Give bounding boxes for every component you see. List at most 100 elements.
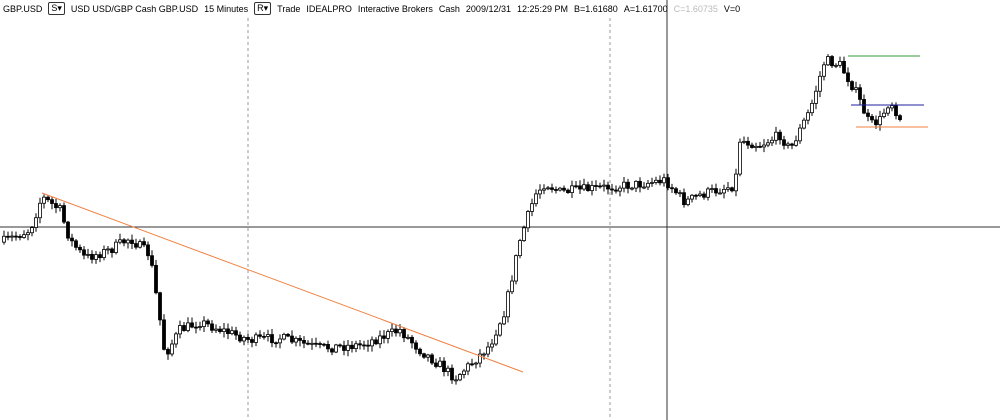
candle-body — [766, 142, 770, 146]
asset: Cash — [438, 3, 460, 14]
candle-body — [226, 328, 230, 334]
candle-body — [178, 325, 182, 335]
candle-body — [34, 217, 38, 228]
candle-body — [746, 140, 750, 146]
candle-body — [562, 187, 566, 191]
candle-body — [574, 185, 578, 188]
candle-body — [290, 335, 294, 343]
candle-body — [390, 328, 394, 332]
candle-body — [730, 187, 734, 192]
candle-body — [382, 335, 386, 339]
candle-body — [710, 188, 714, 190]
exchange: IDEALPRO — [306, 3, 352, 14]
candle-body — [22, 234, 26, 238]
candle-body — [394, 328, 398, 334]
candle-body — [206, 320, 210, 325]
candle-body — [334, 344, 338, 353]
candle-body — [214, 328, 218, 331]
candle-body — [762, 144, 766, 148]
interval[interactable]: 15 Minutes — [204, 3, 249, 14]
candle-body — [310, 342, 314, 345]
candle-body — [482, 353, 486, 356]
candle-body — [282, 333, 286, 340]
candle-body — [174, 333, 178, 345]
candle-body — [338, 344, 342, 347]
candle-body — [158, 292, 162, 321]
candle-body — [506, 291, 510, 318]
candle-body — [742, 140, 746, 143]
candle-body — [142, 241, 146, 246]
candle-body — [62, 205, 66, 223]
candle-body — [754, 145, 758, 148]
candle-body — [646, 182, 650, 188]
candle-body — [490, 343, 494, 348]
candle-body — [218, 328, 222, 332]
candle-body — [70, 237, 74, 242]
candle-body — [470, 363, 474, 366]
candle-body — [714, 188, 718, 194]
candle-body — [406, 336, 410, 339]
candle-body — [718, 192, 722, 195]
candle-body — [614, 189, 618, 192]
candle-body — [258, 334, 262, 337]
candle-body — [478, 353, 482, 364]
candle-body — [602, 184, 606, 187]
candle-body — [94, 254, 98, 260]
candle-body — [182, 325, 186, 331]
candle-body — [862, 99, 866, 114]
candle-body — [434, 362, 438, 367]
candle-body — [618, 187, 622, 192]
candle-body — [882, 112, 886, 117]
candle-body — [202, 320, 206, 327]
candle-body — [778, 131, 782, 141]
candle-body — [326, 344, 330, 350]
candle-body — [870, 116, 874, 121]
symbol[interactable]: GBP.USD — [3, 3, 43, 14]
candle-body — [530, 203, 534, 212]
candle-body — [350, 344, 354, 350]
candle-body — [586, 184, 590, 192]
ask: A=1.61700 — [623, 3, 668, 14]
r-button[interactable]: R▾ — [254, 2, 272, 15]
candle-body — [294, 337, 298, 343]
candle-body — [66, 221, 70, 239]
candle-body — [286, 333, 290, 337]
candle-body — [266, 334, 270, 337]
candles — [2, 54, 902, 385]
candle-body — [750, 144, 754, 148]
candle-body — [122, 239, 126, 244]
candle-body — [106, 248, 110, 251]
candle-body — [222, 328, 226, 332]
candle-body — [822, 64, 826, 77]
candle-body — [418, 348, 422, 355]
candle-body — [86, 253, 90, 256]
candle-body — [230, 330, 234, 334]
candle-body — [2, 235, 6, 243]
candle-body — [302, 340, 306, 344]
candle-body — [450, 367, 454, 381]
candle-body — [78, 246, 82, 251]
candle-body — [626, 181, 630, 189]
time: 12:25:29 PM — [516, 3, 569, 14]
candle-body — [810, 102, 814, 114]
candle-body — [306, 342, 310, 345]
candle-body — [598, 185, 602, 188]
candle-body — [74, 240, 78, 248]
candle-body — [10, 235, 14, 238]
candle-body — [634, 180, 638, 189]
candle-body — [898, 115, 902, 121]
candle-body — [110, 248, 114, 253]
candle-body — [670, 187, 674, 190]
volume: V=0 — [723, 3, 741, 14]
candle-body — [886, 107, 890, 114]
candle-body — [658, 179, 662, 184]
candle-body — [774, 131, 778, 141]
candle-body — [414, 342, 418, 350]
candle-body — [702, 193, 706, 198]
candle-body — [342, 345, 346, 351]
s-button[interactable]: S▾ — [48, 2, 65, 15]
candle-body — [842, 61, 846, 74]
candle-body — [6, 235, 10, 238]
candle-body — [322, 343, 326, 346]
